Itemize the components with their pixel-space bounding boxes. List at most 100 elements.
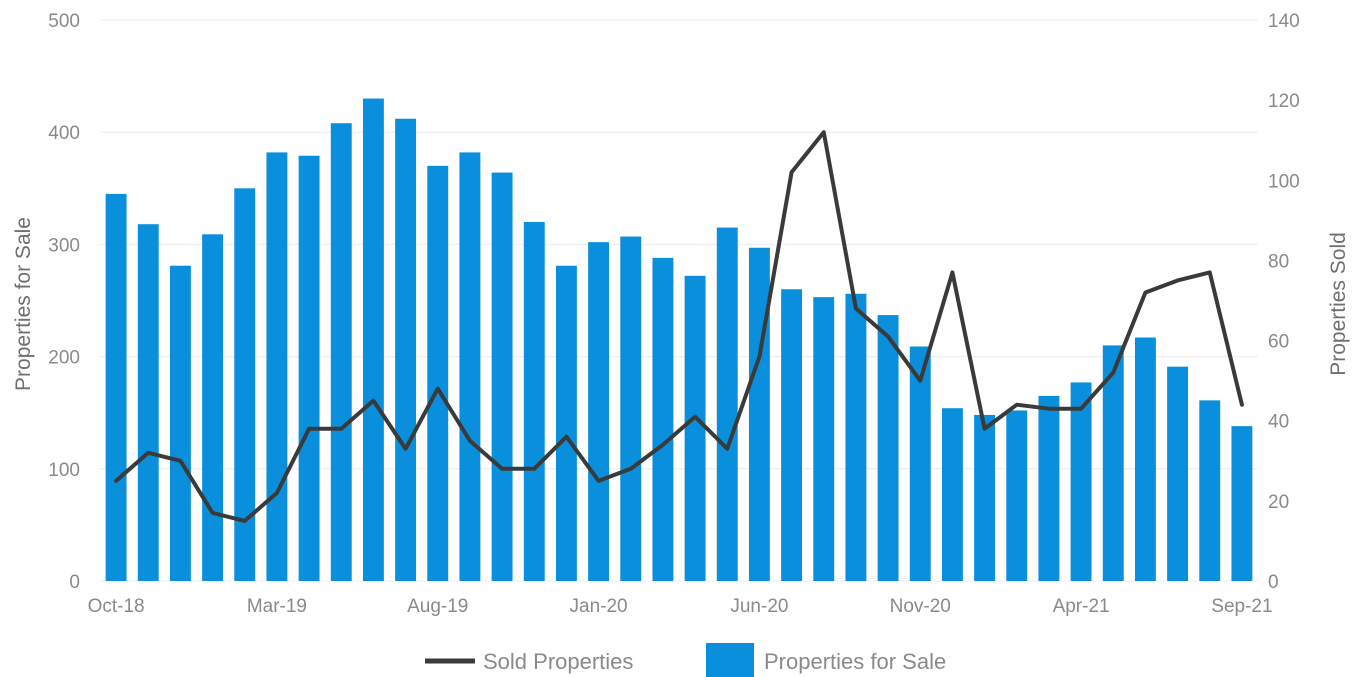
point-jul-19 <box>405 448 407 450</box>
bar-feb-20 <box>620 236 642 582</box>
bar-apr-21 <box>1070 382 1092 581</box>
x-tick-jan-20: Jan-20 <box>570 596 628 617</box>
point-feb-19 <box>244 520 246 522</box>
right-axis-title: Properties Sold <box>1327 232 1350 376</box>
point-jun-20 <box>758 356 760 358</box>
right-tick-80: 80 <box>1268 251 1289 272</box>
point-apr-20 <box>694 416 696 418</box>
bar-jun-19 <box>362 98 384 581</box>
bar-apr-19 <box>298 155 320 581</box>
line-series-sold-properties <box>114 130 1244 523</box>
point-dec-19 <box>565 436 567 438</box>
point-mar-19 <box>276 492 278 494</box>
point-dec-18 <box>179 460 181 462</box>
bar-sep-19 <box>459 152 481 581</box>
legend-label-sold-properties: Sold Properties <box>483 649 633 674</box>
bar-may-21 <box>1102 345 1124 581</box>
right-tick-0: 0 <box>1268 572 1279 593</box>
right-tick-140: 140 <box>1268 11 1300 32</box>
x-tick-aug-19: Aug-19 <box>407 596 468 617</box>
bar-nov-18 <box>137 224 159 581</box>
left-tick-0: 0 <box>69 572 80 593</box>
sold-properties-line <box>114 130 1244 523</box>
bar-may-19 <box>330 123 352 581</box>
right-tick-120: 120 <box>1268 91 1300 112</box>
bar-jan-20 <box>588 242 610 581</box>
point-oct-20 <box>887 336 889 338</box>
bar-apr-20 <box>684 275 706 581</box>
legend: Sold Properties Properties for Sale <box>425 643 946 677</box>
bar-jan-21 <box>974 414 996 581</box>
point-feb-21 <box>1016 404 1018 406</box>
left-tick-200: 200 <box>48 348 80 369</box>
left-tick-400: 400 <box>48 123 80 144</box>
bar-jun-21 <box>1134 337 1156 581</box>
point-dec-20 <box>951 271 953 273</box>
point-jun-21 <box>1144 291 1146 293</box>
x-tick-nov-20: Nov-20 <box>890 596 951 617</box>
point-nov-20 <box>919 380 921 382</box>
bar-jul-21 <box>1167 366 1189 581</box>
left-axis-tick-labels: 0 100 200 300 400 500 <box>48 11 80 593</box>
point-oct-19 <box>501 468 503 470</box>
bar-mar-19 <box>266 152 288 581</box>
point-nov-18 <box>147 452 149 454</box>
point-may-20 <box>726 448 728 450</box>
legend-item-properties-for-sale: Properties for Sale <box>706 643 946 677</box>
bar-aug-20 <box>813 297 835 581</box>
right-tick-20: 20 <box>1268 492 1289 513</box>
right-axis-tick-labels: 0 20 40 60 80 100 120 140 <box>1268 11 1300 593</box>
point-sep-19 <box>469 440 471 442</box>
x-tick-jun-20: Jun-20 <box>730 596 788 617</box>
bar-mar-21 <box>1038 395 1060 581</box>
bar-mar-20 <box>652 257 674 581</box>
legend-item-sold-properties: Sold Properties <box>425 649 633 674</box>
bar-sep-21 <box>1231 426 1253 581</box>
x-tick-apr-21: Apr-21 <box>1053 596 1110 617</box>
point-may-21 <box>1112 372 1114 374</box>
point-sep-20 <box>855 308 857 310</box>
right-tick-40: 40 <box>1268 412 1289 433</box>
bar-aug-21 <box>1199 400 1221 581</box>
point-aug-20 <box>823 131 825 133</box>
bar-nov-19 <box>523 221 545 581</box>
point-mar-20 <box>662 444 664 446</box>
bar-series-properties-for-sale <box>105 98 1253 582</box>
point-jan-21 <box>984 428 986 430</box>
point-feb-20 <box>630 468 632 470</box>
left-tick-500: 500 <box>48 11 80 32</box>
x-tick-oct-18: Oct-18 <box>88 596 145 617</box>
legend-swatch-properties-for-sale <box>706 643 754 677</box>
bar-oct-18 <box>105 193 127 581</box>
bar-dec-18 <box>169 265 191 581</box>
bar-jun-20 <box>748 247 770 581</box>
point-may-19 <box>340 428 342 430</box>
x-axis-tick-labels: Oct-18 Mar-19 Aug-19 Jan-20 Jun-20 Nov-20 Apr-… <box>88 596 1273 617</box>
point-jan-19 <box>212 512 214 514</box>
bar-aug-19 <box>427 165 449 582</box>
bar-sep-20 <box>845 293 867 581</box>
point-jun-19 <box>372 400 374 402</box>
point-jan-20 <box>598 480 600 482</box>
left-tick-100: 100 <box>48 460 80 481</box>
left-tick-300: 300 <box>48 235 80 256</box>
gridlines <box>100 19 1258 582</box>
x-tick-mar-19: Mar-19 <box>247 596 307 617</box>
x-tick-sep-21: Sep-21 <box>1211 596 1272 617</box>
point-jul-20 <box>791 171 793 173</box>
right-tick-60: 60 <box>1268 332 1289 353</box>
point-aug-19 <box>437 388 439 390</box>
bar-may-20 <box>716 227 738 581</box>
bar-oct-20 <box>877 315 899 581</box>
bar-jul-19 <box>395 118 417 582</box>
right-tick-100: 100 <box>1268 171 1300 192</box>
bar-dec-19 <box>555 265 577 581</box>
bar-feb-21 <box>1006 410 1028 581</box>
bar-jul-20 <box>781 289 803 581</box>
point-aug-21 <box>1209 271 1211 273</box>
bar-feb-19 <box>234 188 256 582</box>
point-oct-18 <box>115 480 117 482</box>
legend-label-properties-for-sale: Properties for Sale <box>764 649 946 674</box>
bar-dec-20 <box>941 408 963 581</box>
